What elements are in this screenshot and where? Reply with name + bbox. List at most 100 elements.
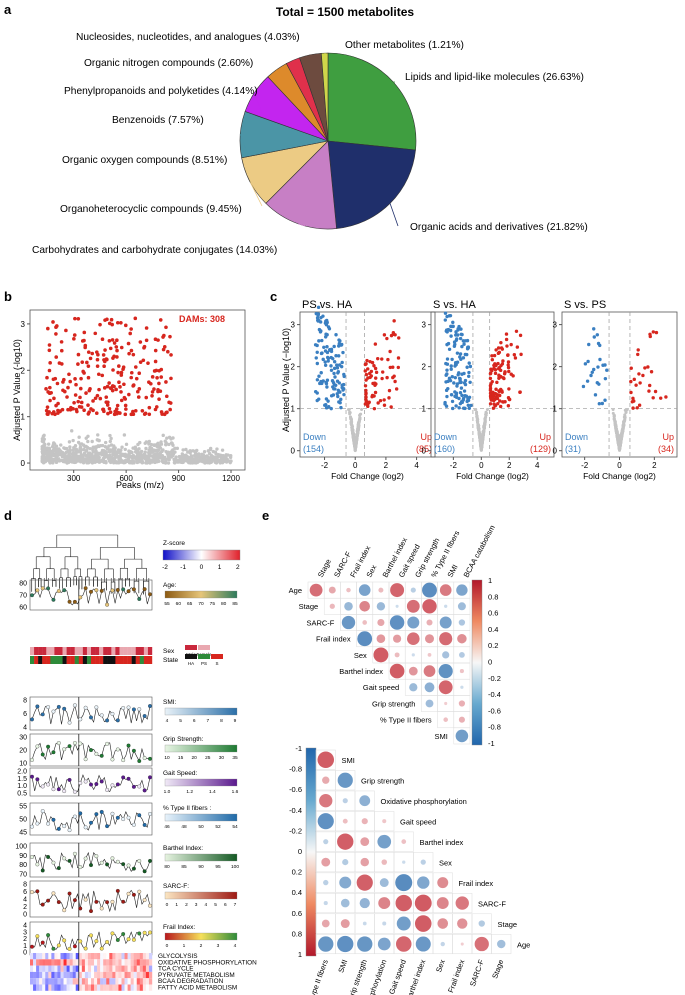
volcano-point-ns [359, 412, 363, 416]
scatter-point-red [110, 338, 115, 342]
volcano-point-down [317, 397, 321, 401]
track-point [99, 713, 104, 718]
scatter-point-grey [168, 453, 172, 458]
scatter-point-grey [62, 453, 66, 457]
lower-row-label: Stage [498, 920, 518, 929]
scatter-point-grey [144, 456, 148, 460]
scatter-point-red [153, 359, 158, 364]
scatter-point-red [95, 393, 100, 398]
pathway-heatmap-cell [48, 984, 52, 991]
volcano-point-up [502, 372, 507, 376]
lower-col-label: Gait speed [387, 958, 408, 995]
volcano-point-up [634, 383, 638, 387]
scatter-point-grey [228, 455, 233, 460]
volcano-point-down [603, 398, 607, 402]
scatter-point-grey [90, 459, 95, 464]
scatter-point-red [47, 348, 52, 353]
scatter-point-grey [213, 460, 218, 464]
track-point [56, 589, 61, 594]
upper-corr-circle [426, 619, 433, 626]
scatter-point-grey [220, 454, 224, 458]
track-legend-tick: 55 [164, 601, 170, 607]
scatter-point-grey [121, 452, 125, 457]
volcano-point-ns [622, 415, 626, 419]
track-legend-title: Gait Speed: [163, 770, 198, 777]
scatter-point-grey [74, 460, 78, 464]
annotation-legend-swatch [185, 654, 197, 659]
upper-corr-circle [422, 599, 437, 614]
lower-corr-circle [342, 818, 348, 824]
scatter-point-grey [156, 448, 161, 452]
track-y-tick: 8 [23, 698, 27, 705]
track-point [62, 824, 67, 829]
volcano-point-up [643, 366, 647, 370]
track-point [46, 933, 51, 938]
volcano-point-up [364, 399, 369, 403]
volcano-point-ns [350, 425, 354, 429]
volcano-point-down [332, 366, 337, 371]
pathway-heatmap-cell [78, 953, 83, 960]
scatter-point-grey [193, 449, 197, 454]
lower-row-label: Gait speed [400, 817, 436, 826]
volcano-point-down [323, 349, 328, 353]
scatter-point-grey [124, 454, 129, 458]
scatter-point-red [69, 405, 73, 410]
pathway-heatmap-cell [124, 953, 128, 960]
track-legend-tick: 2 [185, 902, 188, 908]
track-legend-tick: 52 [215, 824, 221, 830]
pathway-heatmap-cell [48, 978, 52, 985]
scatter-point-red [82, 330, 87, 335]
volcano-point-down [445, 368, 449, 372]
scatter-point-red [129, 348, 134, 353]
up-label: Up [662, 432, 674, 442]
volcano-point-up [393, 379, 397, 384]
upper-row-label: Barthel index [339, 667, 383, 676]
volcano-point-up [489, 382, 493, 386]
zscore-tick: -2 [162, 564, 168, 571]
volcano-point-down [338, 401, 342, 405]
scatter-point-grey [136, 442, 140, 447]
volcano-point-ns [354, 442, 358, 446]
track-legend-tick: 65 [187, 601, 193, 607]
track-legend-tick: 46 [164, 824, 170, 830]
y-tick-label: 2 [21, 366, 26, 375]
track-point [131, 866, 136, 871]
scatter-point-grey [152, 443, 157, 448]
upper-corr-circle [359, 601, 370, 612]
track-legend-tick: 5 [214, 902, 217, 908]
lower-corr-circle [323, 839, 329, 845]
volcano-point-up [651, 330, 656, 334]
scatter-point-red [107, 381, 111, 385]
track-point [83, 897, 88, 902]
volcano-frame [299, 311, 436, 458]
scatter-point-red [162, 345, 167, 349]
scatter-point-grey [103, 445, 108, 449]
pie-slice [327, 140, 416, 229]
volcano-point-down [331, 380, 336, 385]
track-point [46, 855, 51, 859]
upper-corr-circle [439, 632, 453, 646]
track-legend-bar [164, 778, 238, 787]
volcano-point-up [515, 345, 520, 349]
upper-row-label: SMI [434, 732, 447, 741]
track-point [35, 588, 40, 593]
y-tick-label: 3 [291, 321, 296, 330]
track-point [105, 824, 110, 829]
scatter-point-red [157, 381, 161, 386]
annotation-cell [95, 656, 100, 664]
scatter-point-red [133, 408, 138, 413]
pathway-heatmap-cell [94, 971, 98, 979]
track-point [121, 706, 126, 710]
scatter-point-grey [104, 459, 108, 464]
volcano-point-up [495, 396, 499, 401]
pathway-heatmap-cell [69, 953, 73, 960]
volcano-point-up [498, 399, 502, 403]
track-point [78, 741, 83, 746]
track-legend-bar [164, 744, 238, 753]
volcano-point-up [637, 372, 641, 376]
pathway-heatmap-cell [57, 965, 61, 972]
scatter-point-grey [197, 452, 201, 456]
scatter-point-grey [42, 437, 46, 441]
pathway-label: BCAA DEGRADATION [158, 978, 224, 985]
volcano-point-ns [611, 411, 615, 415]
